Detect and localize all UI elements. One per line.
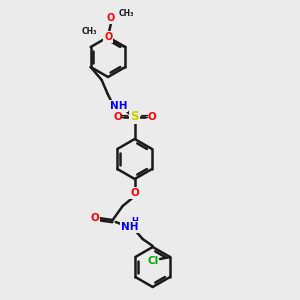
Text: O: O (147, 112, 156, 122)
Text: Cl: Cl (147, 256, 159, 266)
Text: S: S (130, 110, 139, 124)
Text: NH: NH (121, 222, 138, 232)
Text: =: = (120, 112, 129, 122)
Text: O: O (113, 112, 122, 122)
Text: O: O (107, 13, 115, 23)
Text: O: O (90, 213, 99, 223)
Text: CH₃: CH₃ (82, 26, 97, 35)
Text: O: O (104, 32, 112, 42)
Text: NH: NH (110, 101, 128, 111)
Text: =: = (140, 112, 149, 122)
Text: H: H (131, 218, 138, 226)
Text: CH₃: CH₃ (119, 8, 134, 17)
Text: O: O (130, 188, 139, 198)
